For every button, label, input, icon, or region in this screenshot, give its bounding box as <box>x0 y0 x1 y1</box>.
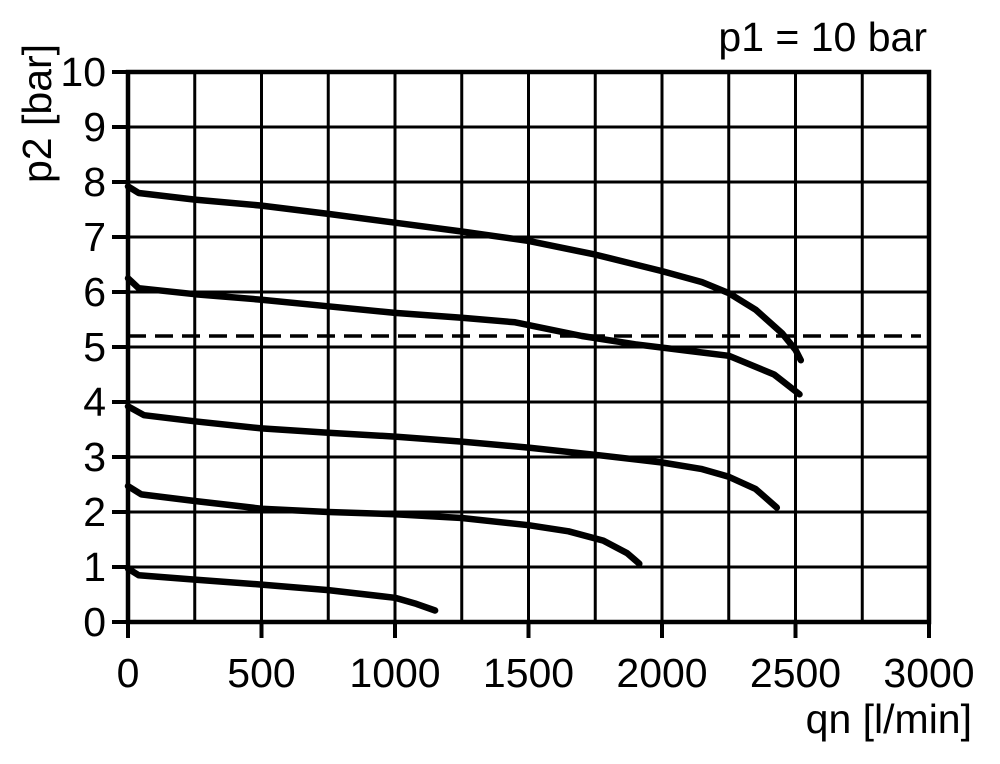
y-tick-label: 1 <box>83 544 106 590</box>
x-axis-label: qn [l/min] <box>805 696 972 742</box>
curve-setting-6bar <box>124 275 803 398</box>
y-tick-label: 7 <box>83 214 106 260</box>
curve-setting-2.5bar <box>124 482 643 567</box>
y-tick-labels: 0 1 2 3 4 5 6 7 8 9 10 <box>0 0 110 764</box>
x-tick-label: 2000 <box>616 650 708 696</box>
x-tick-labels: 0 500 1000 1500 2000 2500 3000 <box>0 650 1000 698</box>
y-tick-label: 6 <box>83 269 106 315</box>
curve-setting-1bar <box>124 565 439 614</box>
y-tick-label: 2 <box>83 489 106 535</box>
y-tick-label: 5 <box>83 324 106 370</box>
y-tick-label: 0 <box>83 599 106 645</box>
curve-setting-4bar <box>124 403 781 511</box>
y-tick-label: 8 <box>83 159 106 205</box>
x-tick-label: 3000 <box>883 650 975 696</box>
y-tick-label: 10 <box>60 49 106 95</box>
x-tick-label: 500 <box>227 650 296 696</box>
x-tick-label: 1500 <box>482 650 575 696</box>
x-tick-label: 2500 <box>749 650 842 696</box>
x-tick-label: 0 <box>116 650 140 696</box>
y-tick-label: 9 <box>83 104 106 150</box>
y-tick-label: 4 <box>83 379 106 425</box>
chart-title: p1 = 10 bar <box>718 14 927 60</box>
y-tick-label: 3 <box>83 434 106 480</box>
curve-setting-8bar <box>124 183 805 364</box>
x-tick-label: 1000 <box>349 650 441 696</box>
